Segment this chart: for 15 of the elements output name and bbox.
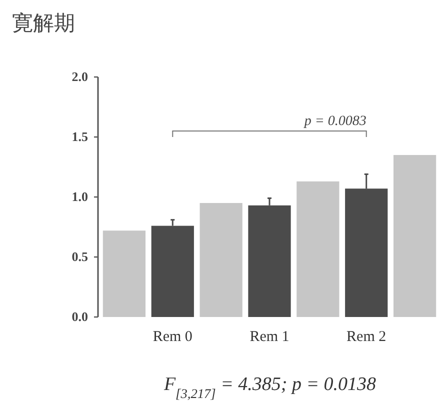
bar [200,203,242,317]
x-tick-label: Rem 1 [250,329,290,345]
y-tick-label: 2.0 [72,69,88,84]
y-tick-label: 0.5 [72,249,88,264]
annotation: p = 0.0083 [303,114,366,129]
text: F$_{[3,217]}$ = 4.385; p = 0.0138 [162,374,377,400]
x-tick-label: Rem 2 [346,329,386,345]
y-tick-label: 1.5 [72,129,88,144]
bar [393,155,436,317]
bar [296,181,340,317]
chart-title: 寛解期 [12,11,75,35]
y-tick-label: 1.0 [72,189,88,204]
x-tick-label: Rem 0 [152,329,192,345]
bar [102,230,146,317]
y-tick-label: 0.0 [72,309,88,324]
